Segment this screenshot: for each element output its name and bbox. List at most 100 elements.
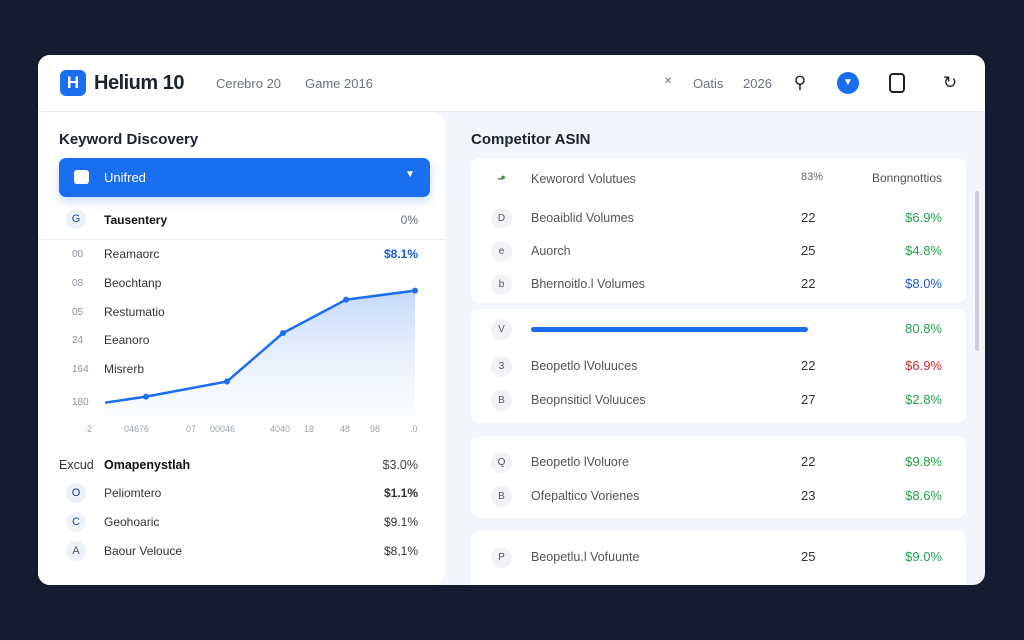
- data-point[interactable]: [280, 330, 286, 337]
- row-label: Beochtanp: [104, 276, 162, 290]
- change-value: $8.0%: [905, 276, 942, 291]
- section-title: Competitor ASIN: [471, 131, 591, 148]
- row-number: 164: [72, 364, 89, 375]
- table-row[interactable]: e Auorch 25 $4.8%: [471, 236, 966, 266]
- summary-row[interactable]: G Tausentery 0%: [38, 209, 445, 233]
- keyword-label: Beopetlo lVoluuces: [531, 359, 638, 373]
- summary-label: Omapenystlah: [104, 458, 191, 472]
- section-title: Keyword Discovery: [59, 131, 199, 148]
- item-label: Geohoaric: [104, 515, 160, 529]
- chart-row: 00 Reamaorc $8.1%: [38, 247, 445, 263]
- search-icon[interactable]: ⚲: [793, 73, 807, 92]
- close-icon[interactable]: ✕: [664, 76, 673, 87]
- item-icon: O: [66, 483, 86, 503]
- list-item[interactable]: C Geohoaric $9.1%: [38, 512, 445, 532]
- row-number: 180: [72, 397, 89, 408]
- rank-value: 25: [801, 549, 816, 564]
- table-row[interactable]: B Beopnsiticl Voluuces 27 $2.8%: [471, 385, 966, 415]
- keyword-discovery-panel: Keyword Discovery Unifred ▼ G Tausentery…: [38, 112, 445, 585]
- change-value: $6.9%: [905, 358, 942, 373]
- scrollbar[interactable]: [975, 191, 979, 351]
- nav-text-oatis[interactable]: Oatis: [693, 76, 724, 91]
- product-icon: Q: [491, 452, 512, 473]
- top-nav: H Helium 10 Cerebro 20 Game 2016 ✕ Oatis…: [38, 55, 985, 112]
- competitor-card: P Beopetlu.l Vofuunte 25 $9.0%: [471, 531, 966, 585]
- change-value: $6.9%: [905, 210, 942, 225]
- refresh-icon[interactable]: ↻: [942, 73, 958, 92]
- data-point[interactable]: [224, 378, 230, 385]
- competitor-card: ⬏ Keworord Volutues 83% Bonngnottios D Beoai…: [471, 158, 966, 303]
- brand-name: Helium 10: [94, 72, 184, 94]
- keyword-label: Beopetlu.l Vofuunte: [531, 550, 640, 564]
- row-label: Misrerb: [104, 362, 145, 376]
- select-value: Unifred: [104, 170, 146, 185]
- item-value: $9.1%: [383, 515, 418, 529]
- chart-row: 180: [38, 395, 445, 411]
- summary-prefix: Excud: [59, 458, 94, 472]
- keyword-label: Ofepaltico Vorienes: [531, 489, 640, 503]
- x-tick-label: 98: [370, 424, 381, 434]
- helium10-logo: H: [60, 70, 86, 96]
- row-number: 05: [72, 307, 84, 318]
- nav-link-game[interactable]: Game 2016: [305, 76, 373, 91]
- nav-text-year[interactable]: 2026: [743, 76, 772, 91]
- product-icon: B: [491, 390, 512, 411]
- data-point[interactable]: [412, 287, 418, 294]
- change-value: $4.8%: [905, 243, 942, 258]
- app-window: H Helium 10 Cerebro 20 Game 2016 ✕ Oatis…: [38, 55, 985, 585]
- table-row[interactable]: P Beopetlu.l Vofuunte 25 $9.0%: [471, 542, 966, 572]
- chevron-down-icon: ▼: [405, 169, 415, 180]
- item-icon: C: [66, 512, 86, 532]
- divider: [38, 239, 445, 240]
- product-icon: e: [491, 241, 512, 262]
- list-item[interactable]: O Peliomtero $1.1%: [38, 483, 445, 503]
- header-col1: 83%: [801, 171, 824, 183]
- rank-value: 22: [801, 276, 816, 291]
- data-point[interactable]: [343, 296, 349, 303]
- nav-link-cerebro[interactable]: Cerebro 20: [216, 76, 282, 91]
- table-row[interactable]: D Beoaiblid Volumes 22 $6.9%: [471, 203, 966, 233]
- item-value: $1.1%: [383, 486, 418, 500]
- item-label: Baour Velouce: [104, 544, 183, 558]
- item-value: $8,1%: [383, 544, 418, 558]
- keyword-label: Auorch: [531, 244, 571, 258]
- marketplace-select[interactable]: Unifred ▼: [59, 158, 430, 197]
- rank-value: 23: [801, 488, 816, 503]
- keyword-label: Beopetlo lVoluore: [531, 455, 629, 469]
- change-value: $8.6%: [905, 488, 942, 503]
- change-value: $2.8%: [905, 392, 942, 407]
- chart-row: 164 Misrerb: [38, 362, 445, 378]
- keyword-trend-chart: [104, 287, 418, 417]
- row-number: 00: [72, 249, 84, 260]
- product-icon: D: [491, 208, 512, 229]
- data-point[interactable]: [143, 393, 149, 400]
- summary-header: Excud Omapenystlah $3.0%: [38, 458, 445, 474]
- summary-value: $3.0%: [382, 458, 418, 472]
- row-number: 24: [72, 335, 84, 346]
- item-icon: A: [66, 541, 86, 561]
- item-label: Peliomtero: [104, 486, 162, 500]
- table-row[interactable]: 3 Beopetlo lVoluuces 22 $6.9%: [471, 351, 966, 381]
- competitor-card: V 80.8% 3 Beopetlo lVoluuces 22 $6.9% B Beopns…: [471, 309, 966, 423]
- table-row[interactable]: B Ofepaltico Vorienes 23 $8.6%: [471, 481, 966, 511]
- table-row[interactable]: b Bhernoitlo.l Volumes 22 $8.0%: [471, 269, 966, 299]
- header-label: Keworord Volutues: [531, 172, 636, 186]
- rank-value: 22: [801, 210, 816, 225]
- x-tick-label: .0: [410, 424, 418, 434]
- clipboard-icon[interactable]: [889, 73, 905, 93]
- rank-value: 22: [801, 358, 816, 373]
- chart-line: [104, 289, 416, 404]
- keyword-label: Bhernoitlo.l Volumes: [531, 277, 645, 291]
- rank-value: 22: [801, 454, 816, 469]
- row-label: Reamaorc: [104, 247, 160, 261]
- table-row[interactable]: Q Beopetlo lVoluore 22 $9.8%: [471, 447, 966, 477]
- product-icon: b: [491, 274, 512, 295]
- list-item[interactable]: A Baour Velouce $8,1%: [38, 541, 445, 561]
- keyword-label: Beopnsiticl Voluuces: [531, 393, 646, 407]
- chevron-down-icon[interactable]: ▼: [837, 72, 859, 94]
- x-tick-label: 18: [304, 424, 315, 434]
- row-number: 08: [72, 278, 84, 289]
- product-icon: B: [491, 486, 512, 507]
- table-header: ⬏ Keworord Volutues 83% Bonngnottios: [471, 164, 966, 194]
- change-value: $9.0%: [905, 549, 942, 564]
